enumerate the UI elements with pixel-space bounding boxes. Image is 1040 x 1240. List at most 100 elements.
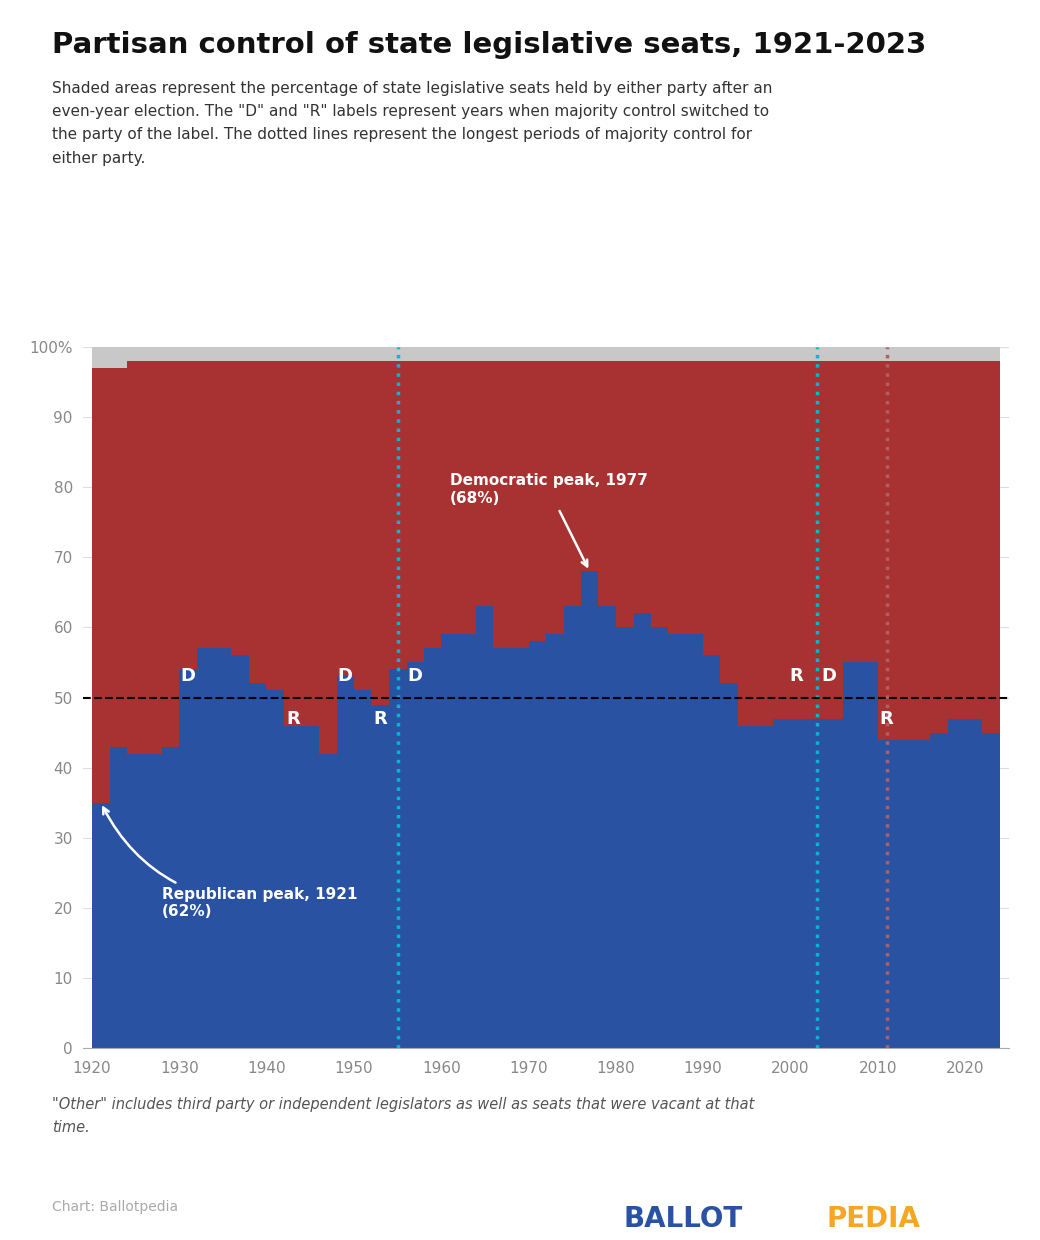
Bar — [564, 347, 581, 361]
Bar — [842, 347, 860, 361]
Bar — [161, 361, 180, 746]
Bar — [546, 635, 564, 1048]
Bar — [651, 361, 669, 627]
Text: R: R — [286, 711, 300, 728]
Bar — [92, 802, 109, 1048]
Bar — [197, 347, 214, 361]
Bar — [965, 718, 983, 1048]
Bar — [546, 361, 564, 635]
Bar — [266, 347, 284, 361]
Bar — [423, 347, 441, 361]
Text: R: R — [373, 711, 387, 728]
Bar — [703, 347, 721, 361]
Bar — [318, 754, 337, 1048]
Bar — [214, 649, 232, 1048]
Bar — [755, 725, 774, 1048]
Bar — [423, 361, 441, 649]
Bar — [336, 677, 354, 1048]
Bar — [336, 347, 354, 361]
Bar — [459, 635, 476, 1048]
Bar — [145, 361, 162, 754]
Bar — [580, 572, 599, 1048]
Bar — [371, 361, 389, 704]
Bar — [721, 361, 738, 683]
Bar — [755, 347, 774, 361]
Bar — [354, 347, 371, 361]
Bar — [354, 361, 371, 691]
Bar — [912, 739, 931, 1048]
Bar — [930, 361, 947, 733]
Bar — [249, 683, 267, 1048]
Text: D: D — [408, 667, 422, 684]
Text: PEDIA: PEDIA — [827, 1205, 920, 1234]
Bar — [441, 635, 459, 1048]
Bar — [930, 347, 947, 361]
Bar — [214, 361, 232, 649]
Bar — [511, 347, 528, 361]
Bar — [109, 347, 127, 368]
Bar — [598, 361, 616, 606]
Bar — [249, 361, 267, 683]
Bar — [179, 347, 197, 361]
Bar — [476, 347, 494, 361]
Bar — [738, 347, 756, 361]
Bar — [703, 361, 721, 656]
Bar — [441, 361, 459, 635]
Bar — [406, 347, 424, 361]
Bar — [616, 627, 633, 1048]
Bar — [755, 361, 774, 725]
Bar — [92, 368, 109, 802]
Bar — [109, 746, 127, 1048]
Bar — [790, 718, 808, 1048]
Bar — [459, 347, 476, 361]
Bar — [318, 361, 337, 754]
Bar — [773, 347, 790, 361]
Bar — [668, 347, 686, 361]
Bar — [179, 670, 197, 1048]
Bar — [284, 347, 302, 361]
Bar — [232, 361, 250, 656]
Bar — [860, 347, 878, 361]
Bar — [564, 361, 581, 606]
Bar — [598, 606, 616, 1048]
Bar — [197, 649, 214, 1048]
Text: D: D — [338, 667, 353, 684]
Bar — [947, 361, 965, 718]
Bar — [580, 347, 599, 361]
Text: Shaded areas represent the percentage of state legislative seats held by either : Shaded areas represent the percentage of… — [52, 81, 773, 166]
Bar — [493, 649, 512, 1048]
Bar — [842, 361, 860, 662]
Text: Republican peak, 1921
(62%): Republican peak, 1921 (62%) — [103, 807, 358, 919]
Bar — [616, 347, 633, 361]
Bar — [965, 347, 983, 361]
Bar — [738, 725, 756, 1048]
Bar — [371, 347, 389, 361]
Bar — [476, 606, 494, 1048]
Bar — [302, 361, 319, 725]
Bar — [266, 691, 284, 1048]
Bar — [878, 739, 895, 1048]
Bar — [406, 361, 424, 662]
Bar — [808, 718, 826, 1048]
Bar — [878, 361, 895, 739]
Bar — [668, 361, 686, 635]
Bar — [127, 754, 145, 1048]
Bar — [983, 347, 1000, 361]
Bar — [459, 361, 476, 635]
Bar — [685, 361, 703, 635]
Bar — [179, 361, 197, 670]
Bar — [773, 718, 790, 1048]
Bar — [197, 361, 214, 649]
Bar — [825, 361, 843, 718]
Bar — [511, 649, 528, 1048]
Bar — [493, 347, 512, 361]
Text: BALLOT: BALLOT — [624, 1205, 744, 1234]
Bar — [721, 683, 738, 1048]
Bar — [161, 746, 180, 1048]
Text: D: D — [821, 667, 836, 684]
Bar — [895, 361, 913, 739]
Bar — [912, 361, 931, 739]
Bar — [266, 361, 284, 691]
Bar — [127, 347, 145, 361]
Bar — [564, 606, 581, 1048]
